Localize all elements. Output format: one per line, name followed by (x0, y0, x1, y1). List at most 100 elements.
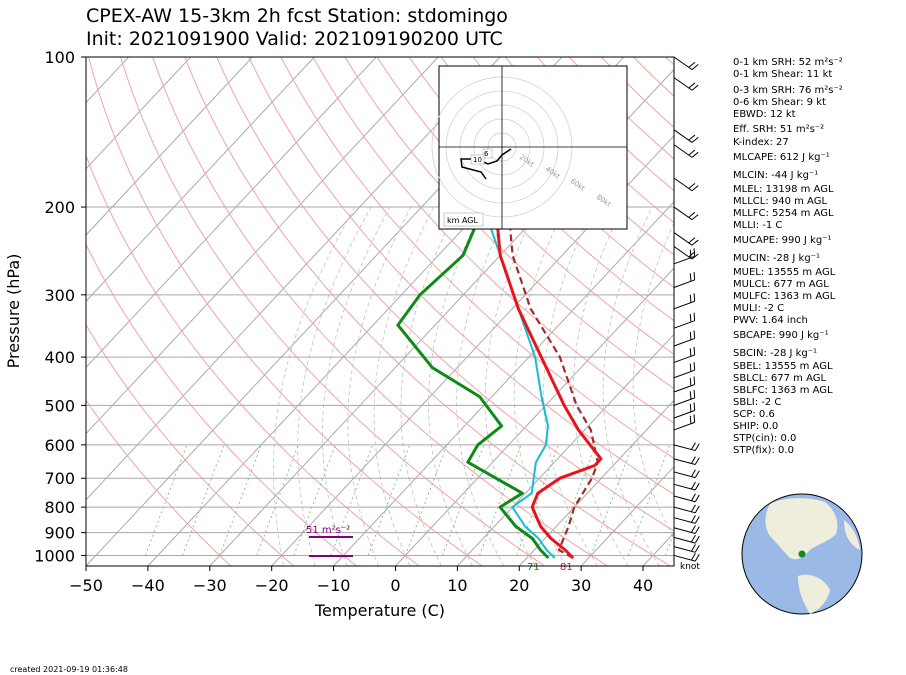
wind-barb-flag (694, 516, 700, 524)
mixing-ratio-line (367, 444, 411, 556)
wind-barb-flag (689, 377, 692, 386)
wind-barb-flag (689, 415, 692, 424)
wind-barb-flag (690, 515, 696, 523)
x-tick-label: 20 (509, 576, 529, 595)
wind-unit-label: knot (680, 562, 700, 572)
index-line: MLEL: 13198 m AGL (733, 184, 834, 195)
index-line: SHIP: 0.0 (733, 421, 779, 432)
index-line: SBCIN: -28 J kg⁻¹ (733, 348, 818, 359)
location-globe (741, 493, 863, 615)
index-line: 0-3 km SRH: 76 m²s⁻² (733, 85, 843, 96)
wind-barb-shaft (673, 384, 695, 393)
index-line: MULFC: 1363 m AGL (733, 291, 836, 302)
dry-adiabat (86, 243, 357, 566)
mixing-ratio-line (553, 444, 596, 556)
wind-barb-shaft (673, 300, 695, 310)
index-line: Eff. SRH: 51 m²s⁻² (733, 124, 825, 135)
wind-barb-flag (689, 348, 692, 357)
x-tick-label: −30 (193, 576, 227, 595)
index-line: MLCAPE: 612 J kg⁻¹ (733, 152, 830, 163)
moist-adiabat (484, 206, 538, 566)
wind-barb-flag (694, 494, 700, 502)
x-axis-label: Temperature (C) (314, 601, 445, 620)
moist-adiabat (602, 206, 660, 566)
wind-barb-flag (691, 253, 699, 260)
index-line: MULCL: 677 m AGL (733, 279, 829, 290)
wind-barb-flag (690, 534, 696, 543)
mixing-ratio-line (702, 445, 743, 556)
y-tick-label: 500 (44, 396, 75, 415)
surface-dewpoint-label: 71 (527, 562, 540, 573)
wind-barb-flag (691, 84, 699, 91)
wind-barb-flag (693, 376, 696, 385)
y-axis: 100 200 300 400 500 600 700 800 900 1000 (34, 48, 86, 565)
y-axis-label: Pressure (hPa) (4, 254, 23, 369)
wind-barb-flag (688, 211, 696, 218)
wind-barb-flag (693, 312, 696, 321)
wind-barb-flag (689, 331, 692, 340)
wind-barb-shaft (673, 337, 695, 347)
wind-barb-flag (690, 456, 696, 464)
x-tick-label: −20 (255, 576, 289, 595)
wind-barb-shaft (673, 410, 695, 419)
hodo-unit-label: km AGL (447, 216, 479, 225)
wind-barb-flag (689, 249, 692, 258)
wind-barb-shaft (673, 354, 695, 363)
wind-barb-flag (689, 314, 692, 323)
isotherm (457, 333, 674, 566)
isotherm (86, 57, 501, 501)
wind-barb-flag (690, 504, 696, 513)
y-tick-label: 400 (44, 348, 75, 367)
surface-temp-label: 81 (560, 562, 573, 573)
index-line: 0-1 km SRH: 52 m²s⁻² (733, 57, 843, 68)
dry-adiabat (440, 57, 674, 289)
mixing-ratio-line (664, 530, 674, 556)
wind-barb-flag (694, 443, 700, 451)
wind-barb-flag (691, 64, 699, 71)
created-timestamp: created 2021-09-19 01:36:48 (10, 665, 128, 674)
x-axis: −50 −40 −30 −20 −10 0 10 20 30 40 (69, 566, 653, 595)
index-line: SCP: 0.6 (733, 409, 775, 420)
wind-barb-flag (690, 552, 696, 561)
wind-barb-flag (694, 535, 700, 544)
moist-adiabat (321, 206, 391, 566)
isotherm (86, 57, 315, 302)
index-line: 0-1 km Shear: 11 kt (733, 69, 833, 80)
dewpoint-line (396, 77, 550, 560)
index-line: MULI: -2 C (733, 303, 785, 314)
station-marker (798, 550, 806, 558)
index-line: MUCIN: -28 J kg⁻¹ (733, 253, 820, 264)
wind-barb-shaft (673, 397, 695, 406)
index-line: STP(fix): 0.0 (733, 445, 794, 456)
wind-barb-flag (689, 273, 692, 282)
dry-adiabat (86, 154, 420, 566)
isotherm (86, 57, 253, 236)
mixing-ratio-line (627, 444, 671, 556)
y-tick-label: 600 (44, 436, 75, 455)
mixing-ratio-line (144, 444, 188, 556)
wind-barb-flag (690, 442, 696, 450)
index-line: SBLCL: 677 m AGL (733, 373, 827, 384)
wind-barb-flag (688, 182, 696, 189)
wind-barb-flag (693, 330, 696, 339)
wind-barb-flag (690, 544, 696, 552)
moist-adiabat (347, 206, 412, 566)
wind-barb-flag (691, 151, 699, 158)
wind-barb-flag (691, 185, 699, 192)
x-tick-label: −40 (131, 576, 165, 595)
moist-adiabat (572, 206, 629, 566)
wind-barb-flag (694, 505, 700, 514)
wetbulb-line (472, 77, 556, 559)
wind-barb-flag (694, 553, 700, 562)
wind-barb-flag (691, 214, 699, 221)
y-tick-label: 300 (44, 286, 75, 305)
moist-adiabat (543, 206, 598, 566)
chart-subtitle: Init: 2021091900 Valid: 202109190200 UTC (86, 28, 503, 50)
wind-barb-flag (689, 294, 692, 303)
wind-barb-shaft (673, 255, 695, 265)
wind-barb-flag (688, 134, 696, 141)
wind-barb-shaft (673, 177, 693, 192)
wind-barb-flag (693, 362, 696, 371)
pressure-gridlines (86, 57, 674, 556)
